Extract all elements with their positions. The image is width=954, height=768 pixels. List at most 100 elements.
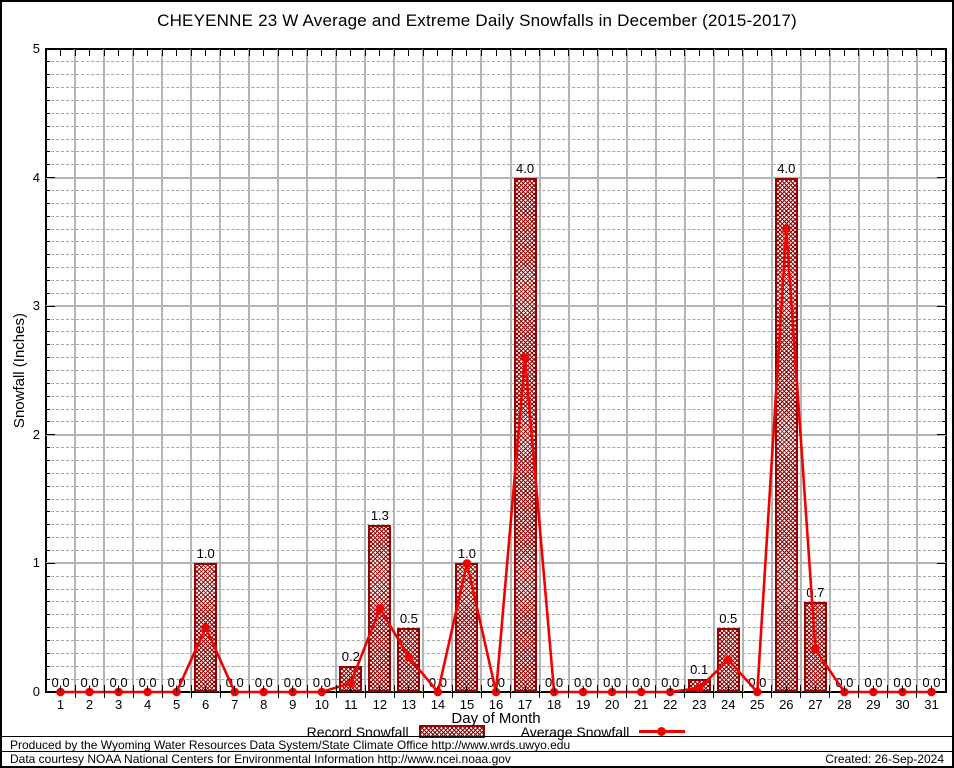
h-gridline-minor <box>46 164 946 166</box>
average-point-day-10 <box>317 687 327 697</box>
axis-tick-bottom <box>132 685 134 698</box>
axis-tick-bottom <box>60 687 62 692</box>
axis-tick-left <box>46 318 50 320</box>
h-gridline-minor <box>46 331 946 333</box>
average-point-day-9 <box>288 687 298 697</box>
axis-tick-bottom <box>248 685 250 698</box>
axis-tick-left <box>46 652 50 654</box>
axis-tick-bottom <box>553 687 555 692</box>
axis-tick-bottom <box>190 685 192 698</box>
v-gridline <box>886 49 889 692</box>
axis-tick-right <box>937 562 946 564</box>
v-gridline <box>393 49 396 692</box>
bar-value-label: 0.0 <box>574 675 593 690</box>
axis-tick-right <box>942 498 946 500</box>
axis-tick-bottom <box>437 687 439 692</box>
average-point-day-2 <box>85 687 94 697</box>
axis-tick-left <box>46 537 50 539</box>
bar-value-label: 0.0 <box>167 675 186 690</box>
axis-tick-right <box>942 408 946 410</box>
bar-value-label: 0.0 <box>283 675 302 690</box>
h-gridline-major <box>46 176 946 179</box>
axis-tick-left <box>46 472 50 474</box>
axis-tick-bottom <box>843 687 845 692</box>
axis-tick-bottom <box>205 687 207 692</box>
axis-tick-top <box>829 49 831 56</box>
axis-tick-right <box>937 305 946 307</box>
average-point-day-17 <box>520 353 530 362</box>
x-tick-label: 30 <box>895 697 910 712</box>
axis-tick-left <box>46 460 50 462</box>
axis-tick-left <box>46 74 50 76</box>
v-gridline <box>161 49 164 692</box>
axis-tick-bottom <box>495 687 497 692</box>
axis-tick-top <box>480 49 482 56</box>
axis-tick-bottom <box>103 685 105 698</box>
average-point-day-22 <box>665 687 675 697</box>
axis-tick-bottom <box>176 687 178 692</box>
axis-tick-bottom <box>887 685 889 698</box>
h-gridline-minor <box>46 228 946 230</box>
v-gridline <box>335 49 338 692</box>
h-gridline-minor <box>46 524 946 526</box>
axis-tick-right <box>942 640 946 642</box>
axis-tick-bottom <box>118 687 120 692</box>
axis-tick-left <box>46 202 50 204</box>
axis-tick-bottom <box>669 687 671 692</box>
h-gridline-minor <box>46 74 946 76</box>
v-gridline <box>364 49 367 692</box>
axis-tick-top <box>379 49 381 56</box>
average-point-day-6 <box>201 623 210 632</box>
axis-tick-top <box>771 49 773 56</box>
footer-separator-top <box>2 736 952 737</box>
axis-tick-top <box>843 49 845 56</box>
h-gridline-minor <box>46 575 946 577</box>
average-point-day-31 <box>927 687 936 697</box>
x-tick-label: 23 <box>691 697 707 712</box>
axis-tick-bottom <box>901 687 903 692</box>
bar-value-label: 0.5 <box>719 610 738 626</box>
h-gridline-minor <box>46 318 946 320</box>
footer-data-courtesy: Data courtesy NOAA National Centers for … <box>2 753 952 766</box>
axis-tick-top <box>611 49 613 56</box>
axis-tick-bottom <box>408 687 410 692</box>
axis-tick-bottom <box>451 685 453 698</box>
axis-tick-top <box>510 49 512 56</box>
axis-tick-bottom <box>379 687 381 692</box>
legend-record-label: Record Snowfall <box>306 723 409 740</box>
v-gridline <box>219 49 222 692</box>
average-point-day-15 <box>462 559 472 568</box>
h-gridline-minor <box>46 588 946 590</box>
axis-tick-bottom <box>422 685 424 698</box>
axis-tick-left <box>46 627 50 629</box>
axis-tick-right <box>942 254 946 256</box>
h-gridline-minor <box>46 241 946 243</box>
axis-tick-top <box>408 49 410 56</box>
average-point-day-11 <box>346 678 356 688</box>
x-tick-label: 21 <box>633 697 649 712</box>
average-point-day-12 <box>375 604 385 613</box>
axis-tick-left <box>46 678 50 680</box>
bar-value-label: 0.0 <box>893 675 912 690</box>
axis-tick-right <box>942 241 946 243</box>
axis-tick-top <box>495 49 497 56</box>
axis-tick-left <box>46 614 50 616</box>
axis-tick-left <box>46 241 50 243</box>
h-gridline-minor <box>46 370 946 371</box>
axis-tick-left <box>46 575 50 577</box>
h-gridline-minor <box>46 61 946 63</box>
axis-tick-top <box>161 49 163 56</box>
axis-tick-top <box>727 49 729 56</box>
axis-tick-bottom <box>713 685 715 698</box>
v-gridline <box>103 49 106 692</box>
v-gridline <box>799 49 802 692</box>
axis-tick-bottom <box>234 687 236 692</box>
axis-tick-left <box>46 215 50 217</box>
axis-tick-left <box>46 87 50 89</box>
v-gridline <box>422 49 425 692</box>
x-tick-label: 18 <box>546 697 562 712</box>
h-gridline-minor <box>46 267 946 269</box>
axis-tick-right <box>937 177 946 179</box>
x-tick-label: 8 <box>260 697 268 712</box>
bar-value-label: 0.0 <box>51 675 70 690</box>
